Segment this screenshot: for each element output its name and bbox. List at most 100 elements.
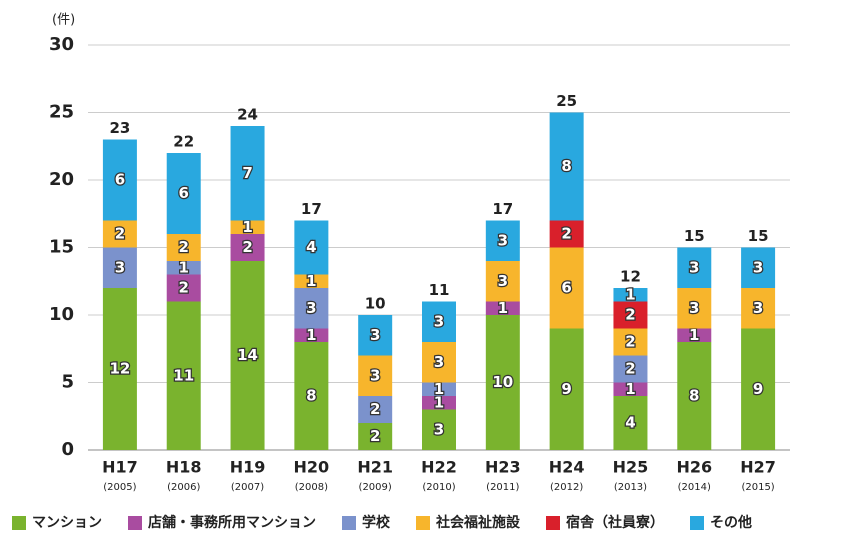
segment-label: 2 [370, 400, 380, 418]
legend-label: 店舗・事務所用マンション [148, 514, 316, 531]
bar-segment [549, 328, 584, 450]
bar-segment [485, 301, 520, 315]
total-label: 11 [429, 281, 450, 299]
legend-label: 社会福祉施設 [435, 514, 521, 531]
bar-segment [102, 247, 137, 288]
segment-label: 8 [306, 387, 316, 405]
bar-segment [358, 315, 393, 356]
segment-label: 3 [434, 353, 444, 371]
bar-segment [677, 342, 712, 450]
x-tick-label: H18 [166, 458, 202, 477]
segment-label: 3 [115, 258, 125, 276]
bar-segment [422, 396, 456, 410]
x-tick-label: H17 [102, 458, 138, 477]
total-label: 12 [620, 268, 641, 286]
y-tick-label: 25 [49, 102, 74, 123]
bar-segment [294, 274, 329, 288]
bar-segment [677, 247, 712, 288]
y-tick-label: 0 [61, 439, 74, 460]
bar-segment [294, 288, 329, 329]
segment-label: 9 [561, 380, 571, 398]
bar-segment [422, 301, 456, 342]
x-tick-sublabel: (2006) [167, 482, 200, 493]
x-tick-label: H20 [294, 458, 330, 477]
x-tick-sublabel: (2008) [295, 482, 328, 493]
bar-segment [549, 220, 584, 248]
total-label: 24 [237, 106, 258, 124]
bar-segment [613, 396, 648, 450]
total-label: 10 [365, 295, 386, 313]
x-tick-label: H25 [613, 458, 649, 477]
segment-label: 2 [625, 333, 635, 351]
segment-label: 3 [370, 326, 380, 344]
segment-label: 1 [179, 258, 189, 276]
segment-label: 8 [561, 157, 571, 175]
segment-label: 6 [115, 171, 125, 189]
segment-label: 7 [242, 164, 252, 182]
x-tick-sublabel: (2013) [614, 482, 647, 493]
legend-label: 宿舎（社員寮） [566, 514, 664, 531]
segment-label: 11 [173, 366, 194, 384]
y-tick-label: 20 [49, 169, 74, 190]
segment-label: 1 [306, 272, 316, 290]
x-tick-label: H21 [357, 458, 393, 477]
segment-label: 1 [625, 285, 635, 303]
bar-segment [230, 220, 265, 234]
segment-label: 3 [498, 231, 508, 249]
total-label: 25 [556, 92, 577, 110]
segment-label: 3 [689, 258, 699, 276]
x-tick-label: H27 [740, 458, 776, 477]
legend-swatch [546, 516, 560, 530]
y-tick-label: 10 [49, 304, 74, 325]
segment-label: 4 [306, 238, 316, 256]
segment-label: 14 [237, 346, 258, 364]
segment-label: 2 [561, 225, 571, 243]
x-tick-sublabel: (2010) [422, 482, 455, 493]
segment-label: 3 [498, 272, 508, 290]
bar-segment [294, 342, 329, 450]
bar-segment [166, 261, 201, 275]
y-tick-label: 30 [49, 34, 74, 55]
bar-segment [613, 355, 648, 383]
bar-segment [741, 328, 776, 450]
segment-label: 3 [370, 366, 380, 384]
bar-segment [166, 301, 201, 450]
bar-segment [358, 355, 393, 396]
segment-label: 2 [179, 279, 189, 297]
bar-segment [549, 112, 584, 221]
bar-segment [677, 288, 712, 329]
segment-label: 2 [115, 225, 125, 243]
segment-label: 6 [179, 184, 189, 202]
bar-segment [613, 301, 648, 329]
segment-label: 12 [109, 360, 130, 378]
legend-swatch [342, 516, 356, 530]
total-label: 15 [684, 227, 705, 245]
x-tick-label: H24 [549, 458, 585, 477]
bar-segment [166, 234, 201, 261]
bar-segment [422, 409, 456, 450]
total-label: 23 [109, 119, 130, 137]
segment-label: 3 [753, 258, 763, 276]
segment-label: 3 [753, 299, 763, 317]
segment-label: 3 [689, 299, 699, 317]
segment-label: 2 [625, 360, 635, 378]
bar-segment [485, 220, 520, 261]
bar-segment [102, 220, 137, 248]
x-tick-sublabel: (2015) [741, 482, 774, 493]
bar-segment [613, 288, 648, 302]
bar-segment [102, 288, 137, 450]
y-unit-label: (件) [52, 13, 75, 28]
x-tick-sublabel: (2005) [103, 482, 136, 493]
segment-label: 3 [306, 299, 316, 317]
segment-label: 2 [242, 238, 252, 256]
bar-segment [549, 247, 584, 329]
x-tick-sublabel: (2007) [231, 482, 264, 493]
x-tick-label: H22 [421, 458, 457, 477]
segment-label: 2 [370, 427, 380, 445]
bar-segment [294, 220, 329, 275]
x-tick-sublabel: (2014) [678, 482, 711, 493]
x-tick-label: H26 [676, 458, 712, 477]
bar-segment [485, 315, 520, 450]
bar-segment [358, 396, 393, 423]
legend-label: その他 [710, 514, 752, 531]
